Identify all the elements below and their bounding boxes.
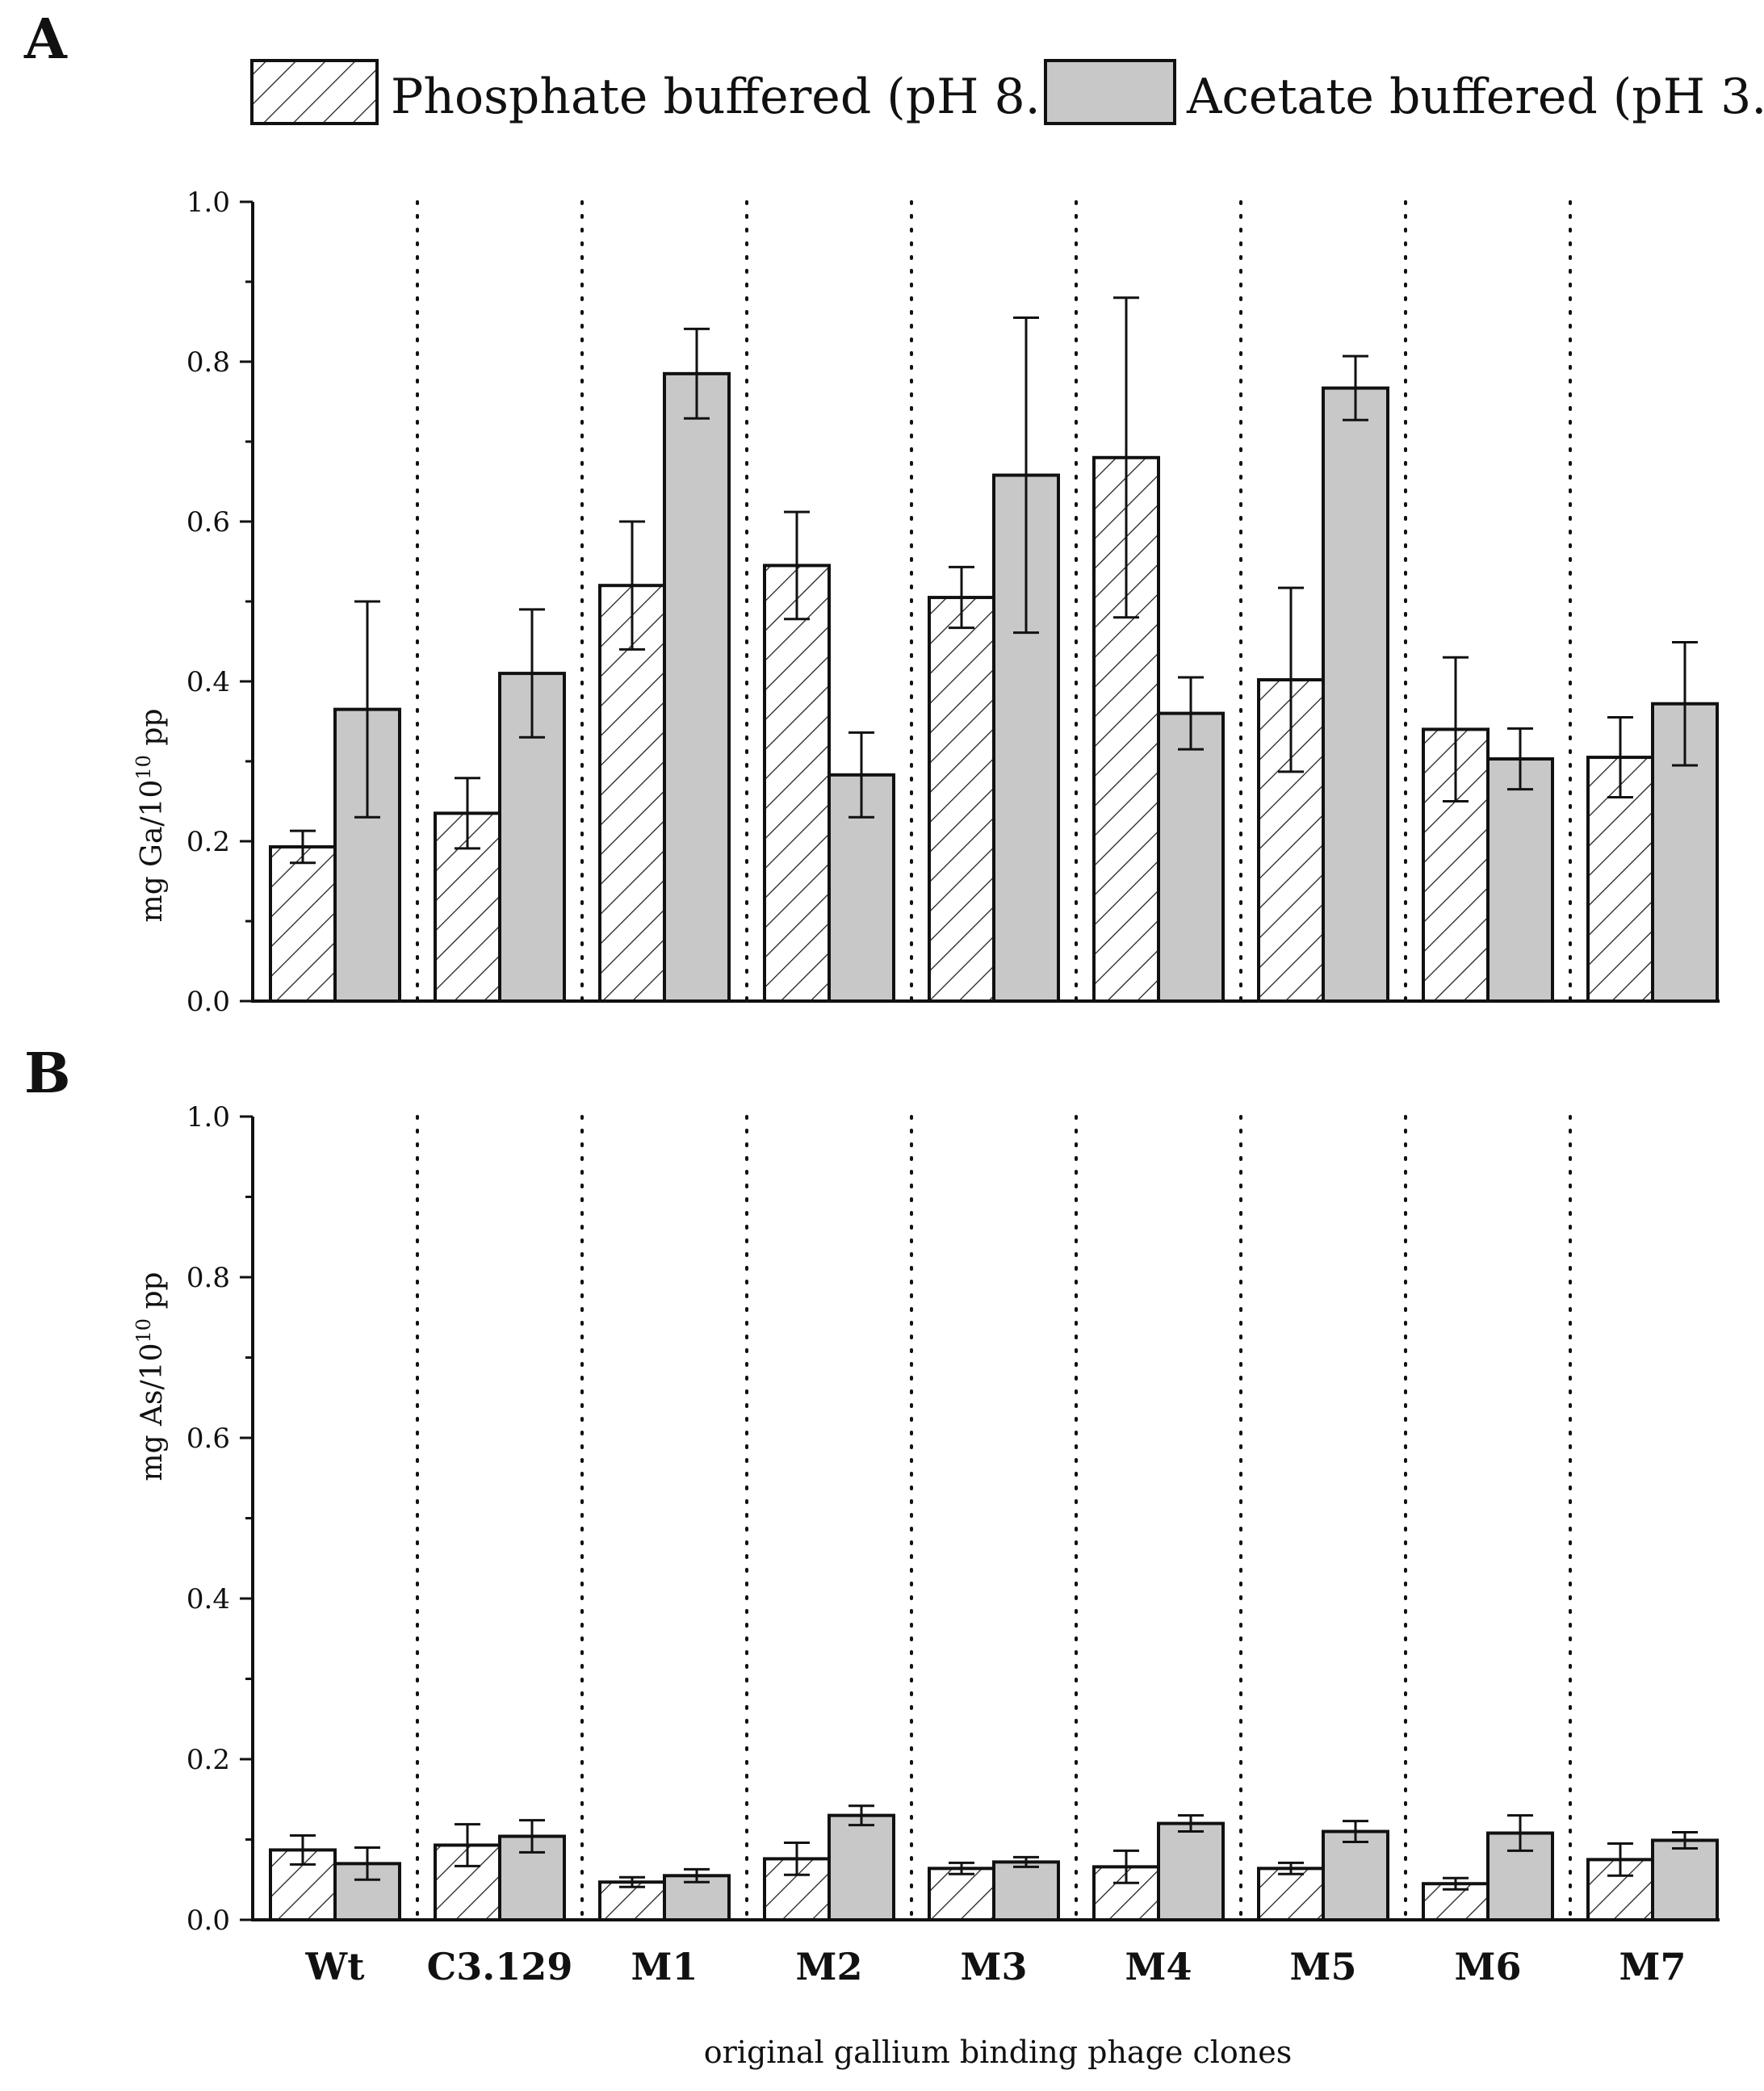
x-category-label: M3 xyxy=(961,1945,1028,1988)
bar-acetate-M4 xyxy=(1157,711,1225,1003)
y-tick-label: 0.4 xyxy=(186,666,230,698)
bar-acetate-M7 xyxy=(1651,1838,1719,1922)
x-category-label: M5 xyxy=(1290,1945,1357,1988)
legend-swatch-phosphate xyxy=(250,59,379,125)
panel-b-letter: B xyxy=(24,1041,70,1106)
y-tick-label: 0.8 xyxy=(186,346,230,379)
x-category-label: M1 xyxy=(631,1945,698,1988)
y-tick-label: 0.6 xyxy=(186,1423,230,1455)
bar-acetate-M5 xyxy=(1322,1829,1389,1922)
legend-label-phosphate: Phosphate buffered (pH 8.5) xyxy=(391,69,1090,125)
y-tick-label: 1.0 xyxy=(186,186,230,219)
bar-acetate-M3 xyxy=(992,1860,1060,1922)
y-tick-label: 0.0 xyxy=(186,1905,230,1937)
y-tick-label: 0.2 xyxy=(186,1744,230,1776)
panel-b: B mg As/1010 pp 0.0 0.2 0.4 0.6 0.8 1.0 Wt C3.1… xyxy=(24,1041,1720,1988)
x-category-label: M2 xyxy=(796,1945,863,1988)
x-category-label: M7 xyxy=(1619,1945,1686,1988)
bar-acetate-M2 xyxy=(828,1813,895,1921)
legend-label-acetate: Acetate buffered (pH 3.2) xyxy=(1186,69,1764,125)
y-tick-label: 0.0 xyxy=(186,986,230,1018)
x-category-label: C3.129 xyxy=(427,1945,573,1988)
y-tick-label: 0.8 xyxy=(186,1262,230,1294)
y-tick-label: 0.6 xyxy=(186,506,230,538)
x-axis-label: original gallium binding phage clones xyxy=(704,2034,1293,2070)
y-tick-label: 1.0 xyxy=(186,1101,230,1133)
panel-b-y-axis-label: mg As/1010 pp xyxy=(132,1272,169,1481)
panel-a-y-axis-label: mg Ga/1010 pp xyxy=(132,709,169,923)
bar-phosphate-M2 xyxy=(763,564,831,1003)
x-category-label: M6 xyxy=(1455,1945,1522,1988)
panel-a: A mg Ga/1010 pp 0.0 0.2 0.4 0.6 0.8 1.0 xyxy=(23,7,1720,1018)
bar-phosphate-M5 xyxy=(1257,1867,1325,1922)
bar-phosphate-M3 xyxy=(928,596,995,1003)
bar-acetate-M6 xyxy=(1486,757,1554,1004)
panel-a-letter: A xyxy=(23,7,68,72)
y-tick-label: 0.2 xyxy=(186,826,230,858)
bar-acetate-M1 xyxy=(663,371,731,1004)
legend: Phosphate buffered (pH 8.5) Acetate buff… xyxy=(250,59,1764,125)
legend-swatch-acetate xyxy=(1044,59,1176,125)
bar-phosphate-Wt xyxy=(269,844,337,1004)
bar-acetate-M5 xyxy=(1322,386,1389,1004)
bar-phosphate-M3 xyxy=(928,1867,995,1922)
x-category-label: Wt xyxy=(305,1945,366,1988)
y-tick-label: 0.4 xyxy=(186,1583,230,1615)
bar-acetate-M4 xyxy=(1157,1821,1225,1922)
x-category-label: M4 xyxy=(1125,1945,1192,1988)
